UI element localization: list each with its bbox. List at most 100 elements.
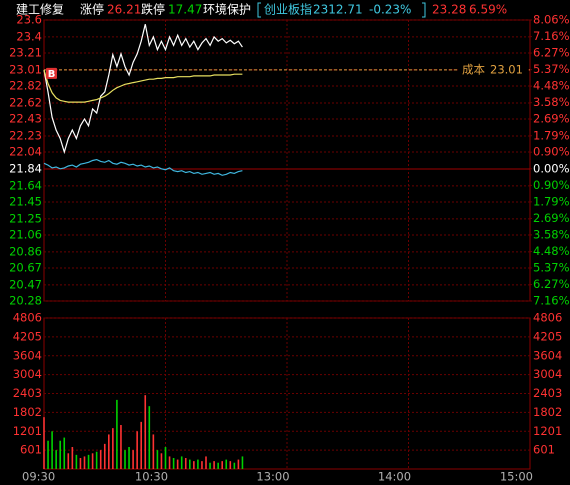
- volume-bar: [205, 456, 207, 469]
- y2-tick-label: 7.16%: [533, 294, 570, 308]
- y-tick-label: 3604: [13, 348, 42, 362]
- y2-tick-label: 0.00%: [533, 161, 570, 175]
- volume-bar: [67, 453, 70, 469]
- y-tick-label: 22.23: [9, 128, 42, 142]
- series-line: [43, 158, 243, 176]
- y-tick-label: 23.01: [9, 62, 42, 76]
- y-tick-label: 23.4: [16, 29, 42, 43]
- volume-bar: [91, 453, 94, 469]
- volume-bar: [95, 451, 98, 469]
- volume-bar: [47, 440, 49, 469]
- volume-bar: [103, 443, 106, 469]
- y-tick-label: 22.04: [9, 145, 42, 159]
- series-line: [43, 69, 243, 103]
- y-tick-label: 21.84: [9, 161, 42, 175]
- volume-bar: [152, 434, 155, 469]
- volume-bar: [180, 456, 183, 469]
- y-tick-label: 2403: [13, 386, 42, 400]
- volume-bar: [132, 450, 134, 469]
- volume-bar: [189, 459, 191, 469]
- volume-bar: [229, 461, 232, 469]
- volume-bar: [193, 461, 195, 469]
- y2-tick-label: 7.16%: [533, 29, 570, 43]
- y-tick-label: 20.67: [9, 260, 42, 274]
- y-tick-label-right: 4205: [533, 329, 562, 343]
- volume-bar: [217, 462, 219, 469]
- y-tick-label: 22.43: [9, 112, 42, 126]
- y-tick-label: 20.86: [9, 244, 42, 258]
- volume-bar: [112, 428, 114, 469]
- volume-bar: [156, 450, 159, 469]
- volume-bar: [75, 454, 78, 469]
- volume-bar: [128, 447, 130, 469]
- y-tick-label: 22.62: [9, 95, 42, 109]
- x-tick-label: 14:00: [378, 470, 411, 484]
- y-tick-label-right: 1802: [533, 405, 562, 419]
- y2-tick-label: 2.69%: [533, 211, 570, 225]
- y2-tick-label: 4.48%: [533, 244, 570, 258]
- y-tick-label: 3004: [13, 367, 42, 381]
- volume-bar: [79, 458, 82, 469]
- y-tick-label-right: 4806: [533, 311, 562, 325]
- series-line: [43, 24, 243, 155]
- volume-bar: [124, 450, 126, 469]
- cost-label: 成本: [462, 62, 485, 76]
- y-tick-label-right: 3004: [533, 367, 562, 381]
- volume-bar: [55, 450, 57, 469]
- volume-bar: [197, 459, 199, 469]
- volume-bar: [221, 461, 223, 469]
- y-tick-label-right: 1201: [533, 424, 562, 438]
- stock-name: 建工修复: [16, 2, 64, 17]
- y2-tick-label: 3.58%: [533, 227, 570, 241]
- y2-tick-label: 2.69%: [533, 112, 570, 126]
- trade-marker-label: B: [48, 69, 56, 80]
- volume-bar: [209, 462, 211, 469]
- volume-bar: [136, 431, 138, 469]
- y2-tick-label: 1.79%: [533, 128, 570, 142]
- limit-down: 17.47: [168, 3, 202, 17]
- y-tick-label-right: 2403: [533, 386, 562, 400]
- y-tick-label: 21.45: [9, 194, 42, 208]
- volume-bar: [63, 437, 66, 469]
- x-tick-label: 09:30: [22, 470, 55, 484]
- y2-tick-label: 3.58%: [533, 95, 570, 109]
- last-change: 6.59%: [469, 3, 507, 17]
- volume-bar: [233, 462, 236, 469]
- index-change: -0.23%: [369, 3, 411, 17]
- y2-tick-label: 6.27%: [533, 46, 570, 60]
- index-value: 2312.71: [313, 3, 363, 17]
- volume-bar: [144, 395, 147, 469]
- bracket: [257, 2, 261, 18]
- y2-tick-label: 0.90%: [533, 178, 570, 192]
- volume-bar: [51, 431, 53, 469]
- volume-bar: [237, 459, 240, 469]
- limit-up: 26.21: [107, 3, 141, 17]
- y2-tick-label: 6.27%: [533, 277, 570, 291]
- y-tick-label: 4205: [13, 329, 42, 343]
- limit-down-label: 跌停: [141, 2, 165, 17]
- y2-tick-label: 5.37%: [533, 260, 570, 274]
- volume-bar: [148, 406, 151, 469]
- y-tick-label: 1201: [13, 424, 42, 438]
- volume-bar: [83, 456, 86, 469]
- index-name: 创业板指: [264, 2, 312, 17]
- volume-bar: [87, 454, 90, 469]
- y-tick-label: 1802: [13, 405, 42, 419]
- y-tick-label: 4806: [13, 311, 42, 325]
- y-tick-label-right: 601: [533, 443, 555, 457]
- volume-bar: [172, 458, 175, 469]
- cost-label-bg: [459, 62, 527, 77]
- limit-up-label: 涨停: [80, 2, 104, 17]
- volume-bar: [116, 399, 118, 469]
- y-tick-label: 601: [20, 443, 42, 457]
- bracket: [422, 2, 426, 18]
- volume-bar: [213, 461, 215, 469]
- volume-bar: [99, 450, 102, 469]
- y2-tick-label: 8.06%: [533, 13, 570, 27]
- y-tick-label-right: 3604: [533, 348, 562, 362]
- volume-bar: [176, 459, 179, 469]
- volume-bar: [59, 440, 61, 469]
- y2-tick-label: 1.79%: [533, 194, 570, 208]
